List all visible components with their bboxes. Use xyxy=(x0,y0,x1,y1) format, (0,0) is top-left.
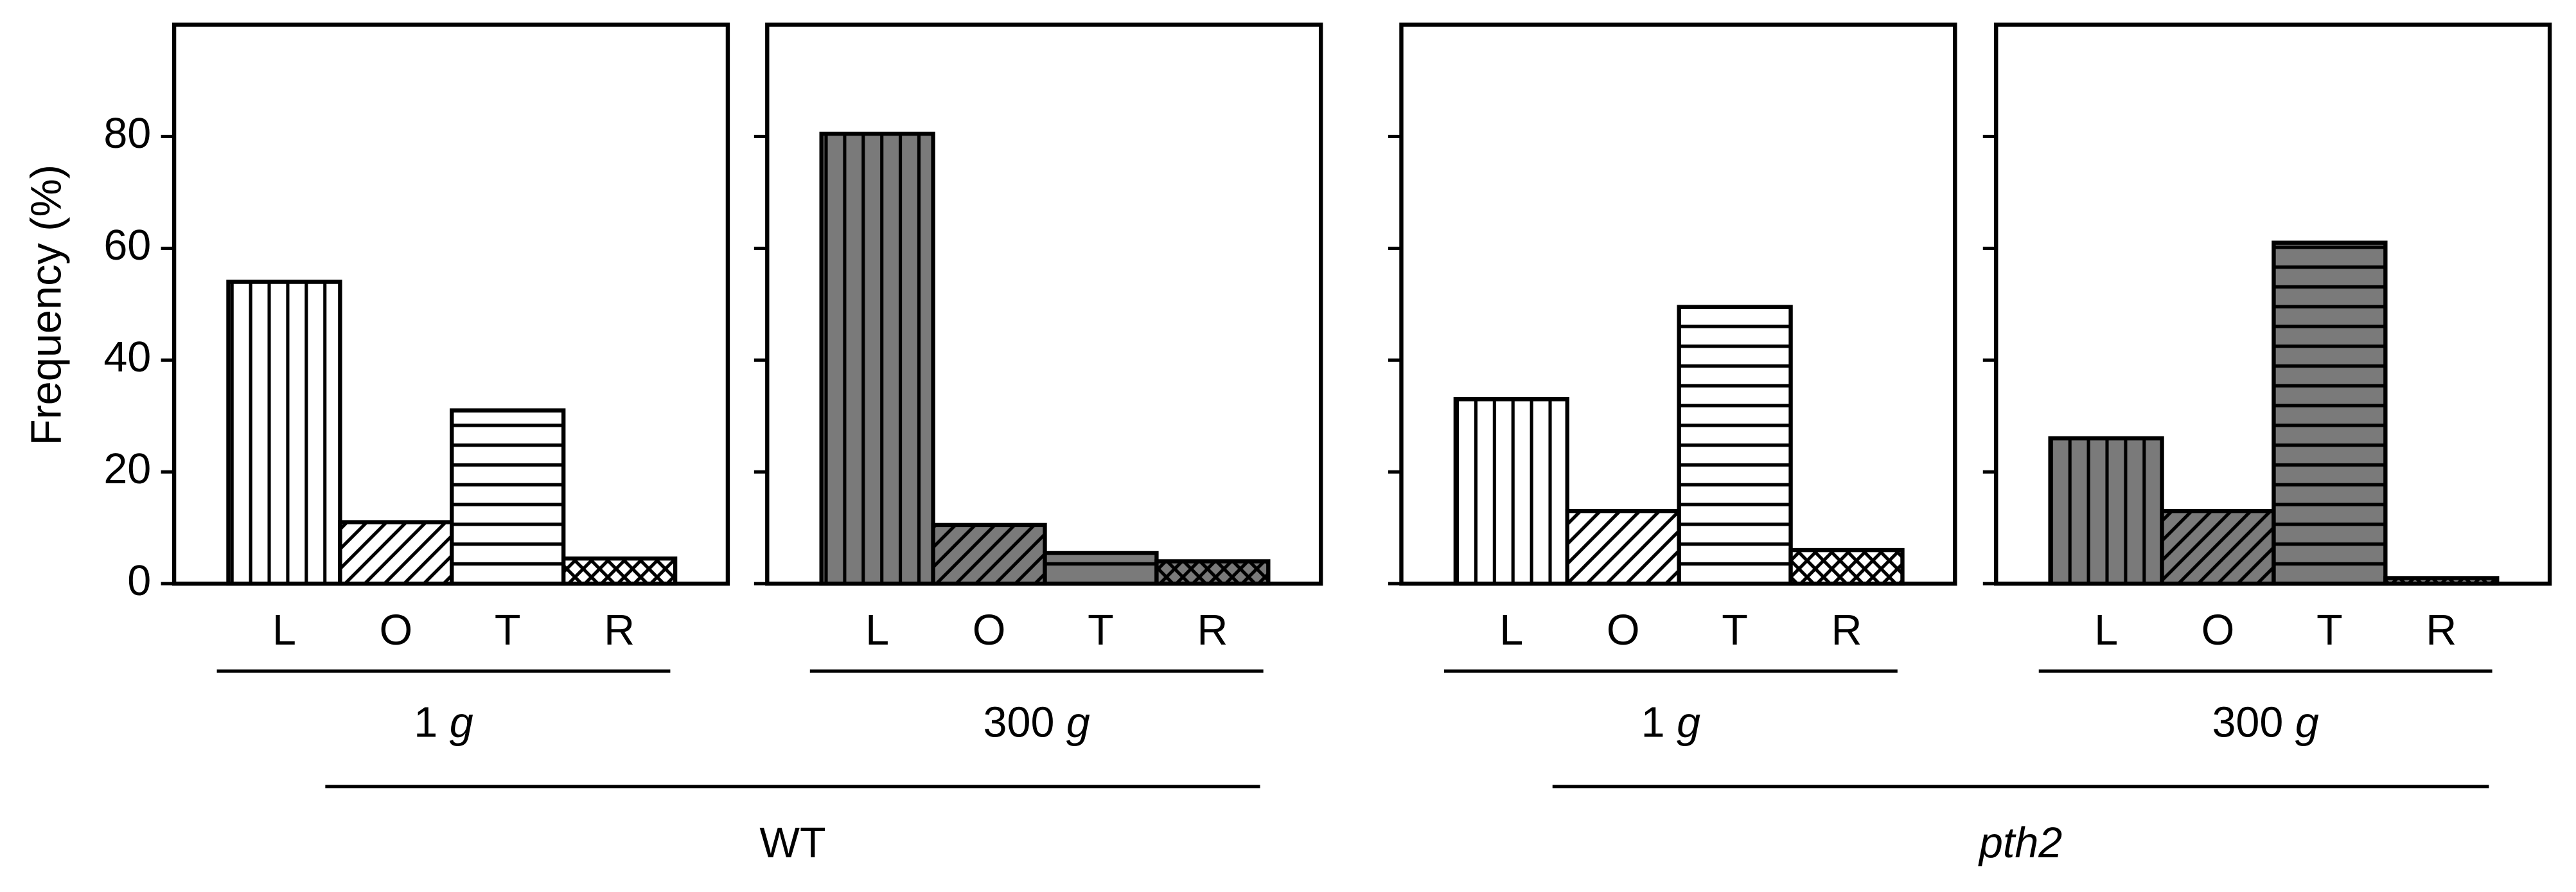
x-tick-label: R xyxy=(604,607,635,654)
x-tick-label: L xyxy=(2094,607,2118,654)
plot-frame xyxy=(1994,22,2552,586)
group-label: pth2 xyxy=(1978,819,2062,867)
bar xyxy=(931,522,1047,586)
x-tick-label: O xyxy=(973,607,1006,654)
plot-frame xyxy=(765,22,1323,586)
y-tick-label: 0 xyxy=(127,557,151,605)
y-tick-label: 60 xyxy=(103,222,151,269)
bar xyxy=(2160,508,2276,586)
y-tick-label: 80 xyxy=(103,110,151,157)
bar xyxy=(561,556,678,586)
bar xyxy=(450,408,566,586)
condition-label: 1 g xyxy=(414,699,473,746)
plot-frame xyxy=(172,22,730,586)
x-tick-label: R xyxy=(1831,607,1862,654)
x-tick-label: O xyxy=(1607,607,1640,654)
bar xyxy=(1453,397,1569,586)
bar xyxy=(226,280,342,586)
x-tick-label: R xyxy=(2426,607,2457,654)
x-tick-label: R xyxy=(1197,607,1228,654)
condition-label: 300 g xyxy=(984,699,1090,746)
bar xyxy=(1043,551,1159,586)
bar xyxy=(338,520,454,586)
y-tick-label: 40 xyxy=(103,334,151,381)
x-tick-label: L xyxy=(272,607,296,654)
bar xyxy=(1788,548,1905,586)
x-tick-label: L xyxy=(1499,607,1523,654)
bar xyxy=(1677,305,1793,586)
group-label: WT xyxy=(759,819,825,867)
x-tick-label: O xyxy=(2201,607,2235,654)
condition-label: 1 g xyxy=(1641,699,1700,746)
x-tick-label: T xyxy=(1722,607,1748,654)
x-tick-label: T xyxy=(495,607,521,654)
x-tick-label: T xyxy=(2316,607,2343,654)
x-tick-label: O xyxy=(379,607,412,654)
bar xyxy=(819,131,935,586)
x-tick-label: L xyxy=(865,607,889,654)
condition-label: 300 g xyxy=(2212,699,2318,746)
bar xyxy=(2272,240,2388,586)
bar xyxy=(1565,508,1681,586)
bar xyxy=(1154,559,1271,586)
y-axis-label: Frequency (%) xyxy=(22,165,70,445)
plot-frame xyxy=(1399,22,1957,586)
y-tick-label: 20 xyxy=(103,445,151,493)
bar xyxy=(2048,436,2164,586)
x-tick-label: T xyxy=(1088,607,1114,654)
